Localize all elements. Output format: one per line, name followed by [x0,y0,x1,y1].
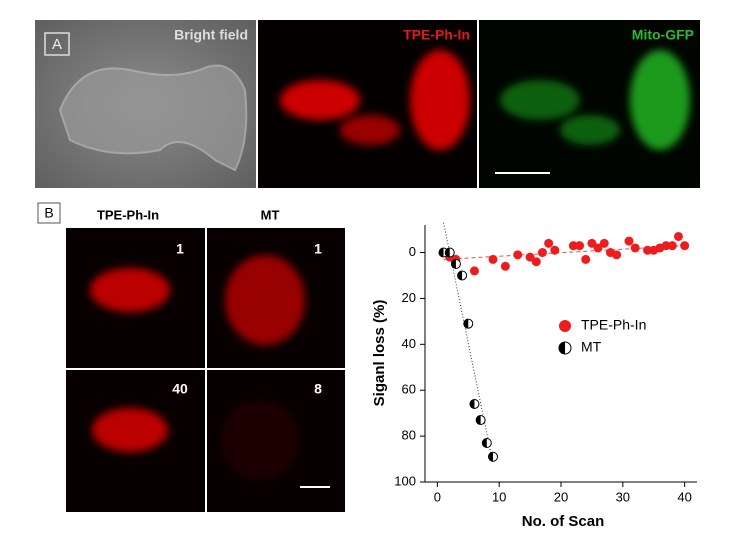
marker [624,236,634,246]
legend-label: MT [581,339,602,355]
marker [550,245,560,255]
cell-outline [58,64,248,172]
x-tick-label: 0 [434,489,441,504]
marker [680,241,690,251]
marker [469,266,479,276]
marker [587,238,597,248]
marker [544,238,554,248]
marker-half [476,415,481,425]
marker-half [445,248,450,258]
panel-label: A [52,36,62,53]
red-stain [280,50,470,150]
trend-line [443,245,685,260]
x-tick-label: 20 [554,489,568,504]
panel-label: B [44,205,53,221]
red-stain [90,255,305,480]
frame-label: 1 [176,241,184,257]
marker-half [463,319,469,329]
trend-line [443,222,494,464]
image-label: Mito-GFP [632,27,694,43]
frame-label: 8 [314,381,322,397]
marker [568,241,578,251]
marker [513,250,523,260]
marker [661,241,671,251]
y-axis-label: Siganl loss (%) [371,300,388,407]
y-tick-label: 20 [402,290,416,305]
y-tick-label: 100 [394,473,416,488]
frame-label: 40 [172,381,188,397]
marker-half [488,452,493,462]
x-tick-label: 40 [677,489,691,504]
marker [593,243,603,253]
marker [537,248,547,258]
image-label: TPE-Ph-In [403,27,470,43]
marker-half [439,248,444,258]
marker-half [482,438,487,448]
y-tick-label: 40 [402,336,416,351]
column-label: MT [261,207,280,222]
x-tick-label: 30 [616,489,630,504]
marker [559,320,571,332]
frame-label: 1 [314,241,322,257]
marker [612,250,622,260]
image-label: Bright field [174,27,248,43]
marker [581,254,591,264]
marker [667,241,677,251]
marker-half [457,270,463,280]
green-stain [500,50,690,150]
marker [673,231,683,241]
marker [599,238,609,248]
panel-label-box [44,32,70,56]
y-tick-label: 80 [402,428,416,443]
marker-half [559,342,565,354]
marker [488,254,498,264]
marker [500,261,510,271]
marker-half [469,399,475,409]
marker [531,257,541,267]
column-label: TPE-Ph-In [97,207,159,222]
panel-label-box [37,202,61,224]
marker [525,252,535,262]
marker [575,241,585,251]
y-tick-label: 0 [409,244,416,259]
marker [630,243,640,253]
legend-label: TPE-Ph-In [581,317,646,333]
x-tick-label: 10 [492,489,506,504]
marker-half [451,259,456,269]
marker [643,245,653,255]
y-tick-label: 60 [402,382,416,397]
x-axis-label: No. of Scan [522,513,605,530]
